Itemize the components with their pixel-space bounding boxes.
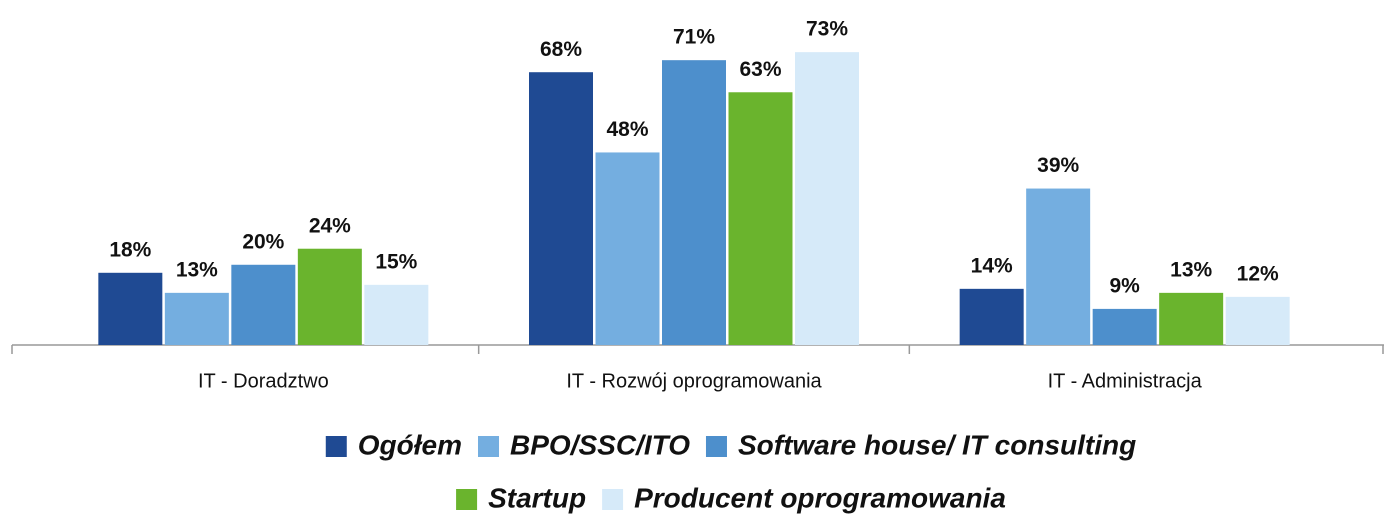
legend-label: Ogółem (358, 429, 462, 460)
bar (364, 284, 429, 345)
bar (595, 152, 660, 345)
bar (231, 264, 296, 345)
legend-swatch (602, 489, 624, 510)
x-tick-label: IT - Doradztwo (198, 370, 329, 392)
value-label: 13% (176, 258, 218, 281)
value-label: 15% (375, 250, 417, 273)
legend-swatch (705, 436, 727, 457)
bar (297, 248, 362, 345)
bar (1092, 308, 1157, 345)
legend-item: Ogółem (325, 429, 462, 460)
value-label: 39% (1037, 154, 1079, 177)
legend-item: Startup (456, 482, 586, 513)
legend-label: BPO/SSC/ITO (510, 429, 690, 460)
bar (164, 292, 229, 345)
legend-item: Producent oprogramowania (602, 482, 1006, 513)
legend-label: Producent oprogramowania (634, 482, 1006, 513)
value-label: 13% (1170, 258, 1212, 281)
value-label: 14% (971, 254, 1013, 277)
x-tick-label: IT - Rozwój oprogramowania (566, 370, 822, 392)
value-label: 20% (242, 230, 284, 253)
legend-item: Software house/ IT consulting (705, 429, 1136, 460)
value-label: 9% (1109, 274, 1140, 297)
legend-swatch (456, 489, 478, 510)
bar (1225, 296, 1290, 345)
bar (529, 72, 593, 346)
bar (959, 288, 1024, 345)
bar (98, 272, 163, 345)
bar (662, 60, 726, 346)
legend-swatch (478, 436, 500, 457)
x-tick-label: IT - Administracja (1048, 370, 1203, 392)
value-label: 24% (309, 214, 351, 237)
value-label: 68% (540, 38, 582, 61)
bar (1159, 292, 1224, 345)
legend-label: Startup (488, 482, 586, 513)
value-label: 63% (739, 58, 781, 81)
legend-item: BPO/SSC/ITO (478, 429, 690, 460)
bar (728, 92, 793, 345)
bar (795, 52, 859, 346)
value-label: 12% (1237, 262, 1279, 285)
value-label: 73% (806, 18, 848, 41)
legend-swatch (325, 436, 347, 457)
bar (1026, 188, 1091, 345)
legend-label: Software house/ IT consulting (738, 429, 1136, 460)
value-label: 71% (673, 26, 715, 49)
value-label: 18% (109, 238, 151, 261)
value-label: 48% (606, 118, 648, 141)
